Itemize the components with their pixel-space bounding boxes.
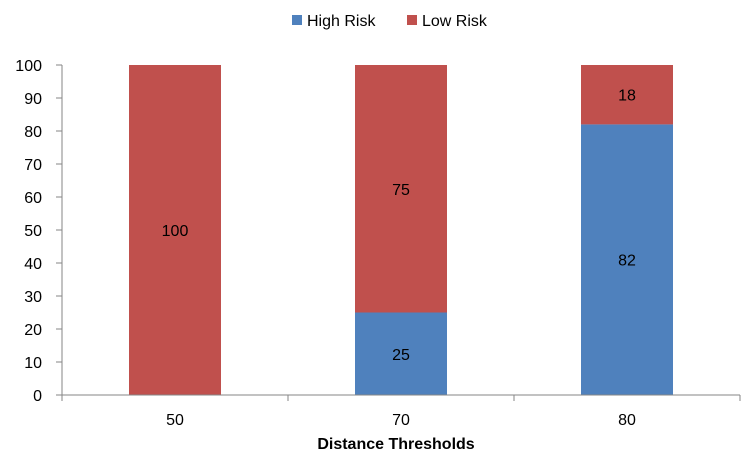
x-axis-title: Distance Thresholds [317, 436, 474, 450]
y-tick-label-70: 70 [24, 157, 42, 174]
legend: High Risk Low Risk [292, 13, 488, 30]
data-label-low-risk-50: 100 [162, 223, 189, 240]
legend-swatch-high-risk [292, 15, 302, 25]
bar-low-risk-80 [581, 65, 673, 125]
data-label-low-risk-80: 18 [618, 88, 636, 105]
y-tick-label-50: 50 [24, 223, 42, 240]
x-tick-label-50: 50 [166, 412, 184, 429]
y-tick-label-0: 0 [33, 388, 42, 405]
legend-swatch-low-risk [407, 15, 417, 25]
y-tick-label-90: 90 [24, 91, 42, 108]
y-tick-label-40: 40 [24, 256, 42, 273]
y-tick-label-100: 100 [15, 58, 42, 75]
axes: 0 10 20 30 40 50 60 70 80 90 100 50 70 80 [15, 58, 741, 429]
y-tick-label-60: 60 [24, 190, 42, 207]
bar-low-risk-70 [355, 65, 447, 313]
plot-area: 010025758218 [129, 65, 673, 396]
y-tick-label-10: 10 [24, 355, 42, 372]
legend-label-high-risk: High Risk [307, 13, 376, 30]
y-tick-label-80: 80 [24, 124, 42, 141]
data-label-low-risk-70: 75 [392, 182, 410, 199]
y-tick-label-30: 30 [24, 289, 42, 306]
legend-label-low-risk: Low Risk [422, 13, 488, 30]
data-label-high-risk-80: 82 [618, 253, 636, 270]
y-tick-label-20: 20 [24, 322, 42, 339]
bar-high-risk-80 [581, 124, 673, 396]
bar-high-risk-70 [355, 312, 447, 395]
x-tick-label-70: 70 [392, 412, 410, 429]
bar-low-risk-50 [129, 65, 221, 395]
data-label-high-risk-70: 25 [392, 347, 410, 364]
x-tick-label-80: 80 [618, 412, 636, 429]
